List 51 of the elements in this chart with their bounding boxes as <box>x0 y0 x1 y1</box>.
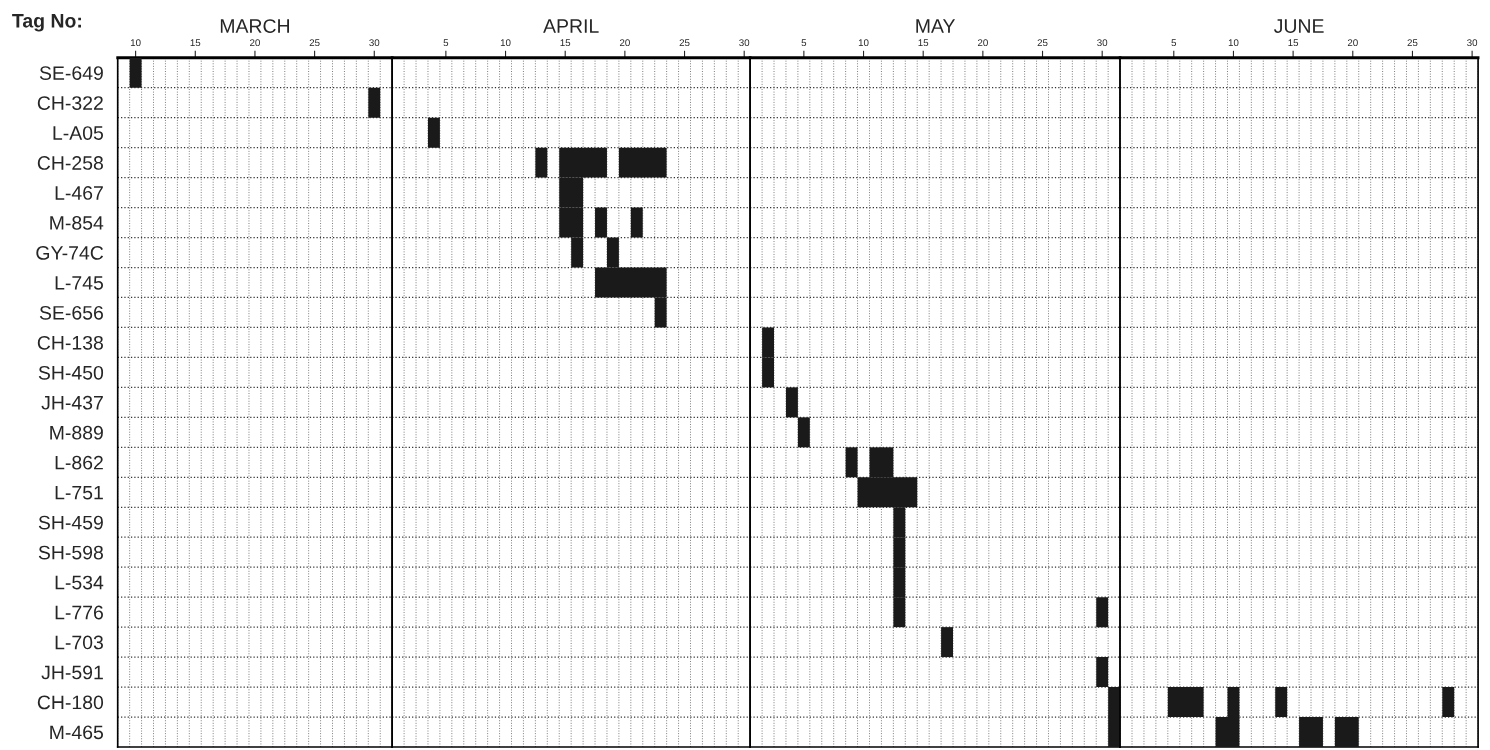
x-tick-label: 10 <box>500 39 511 47</box>
chart-title: APRIL <box>543 19 599 33</box>
x-tick-label: 5 <box>801 39 807 47</box>
y-tick-label: L-776 <box>55 605 103 620</box>
y-tick-label: JH-591 <box>41 665 103 680</box>
x-tick-label: 20 <box>1347 39 1358 47</box>
x-tick-label: 5 <box>443 39 449 47</box>
x-tick-label: 30 <box>739 39 750 47</box>
x-tick-label: 25 <box>1037 39 1048 47</box>
x-tick-label: 10 <box>130 39 141 47</box>
x-tick-label: 30 <box>369 39 380 47</box>
y-tick-label: CH-322 <box>37 96 103 110</box>
x-tick-label: 15 <box>918 39 929 47</box>
x-tick-label: 20 <box>250 39 260 47</box>
y-tick-label: L-534 <box>55 575 104 590</box>
x-tick-label: 10 <box>1228 39 1239 47</box>
y-tick-label: SH-450 <box>38 365 104 380</box>
x-tick-label: 25 <box>679 39 690 47</box>
y-tick-label: M-889 <box>50 425 103 440</box>
y-tick-label: CH-258 <box>37 156 103 170</box>
x-tick-label: 20 <box>977 39 988 47</box>
chart-title: JUNE <box>1274 19 1324 33</box>
y-tick-label: SE-656 <box>39 305 103 320</box>
x-tick-label: 25 <box>1407 39 1418 47</box>
y-tick-label: M-465 <box>50 725 104 740</box>
x-tick-label: 5 <box>1171 39 1177 47</box>
x-tick-label: 30 <box>1097 39 1108 47</box>
y-tick-label: JH-437 <box>41 395 103 410</box>
y-tick-label: M-854 <box>50 216 104 230</box>
y-tick-label: L-A05 <box>53 126 104 140</box>
chart-title: MAY <box>916 19 956 33</box>
x-tick-label: 15 <box>190 39 201 47</box>
y-tick-label: SH-459 <box>38 515 103 530</box>
chart-title: MARCH <box>220 19 289 33</box>
y-tick-label: L-862 <box>55 455 103 470</box>
x-tick-label: 20 <box>619 39 630 47</box>
y-tick-label: GY-74C <box>36 246 104 260</box>
y-tick-label: CH-138 <box>37 335 103 350</box>
y-tick-label: SE-649 <box>39 66 103 80</box>
y-tick-label: L-745 <box>55 276 104 290</box>
x-tick-label: 15 <box>560 39 571 47</box>
x-tick-label: 15 <box>1288 39 1299 47</box>
x-tick-label: 25 <box>309 39 320 47</box>
y-tick-label: L-467 <box>55 186 103 200</box>
x-tick-label: 10 <box>858 39 869 47</box>
y-tick-label: L-751 <box>55 485 103 500</box>
y-tick-label: L-703 <box>55 635 103 650</box>
y-tick-label: CH-180 <box>37 695 104 710</box>
y-axis-title: Tag No: <box>12 14 81 32</box>
x-tick-label: 30 <box>1467 39 1478 47</box>
y-tick-label: SH-598 <box>38 545 103 560</box>
